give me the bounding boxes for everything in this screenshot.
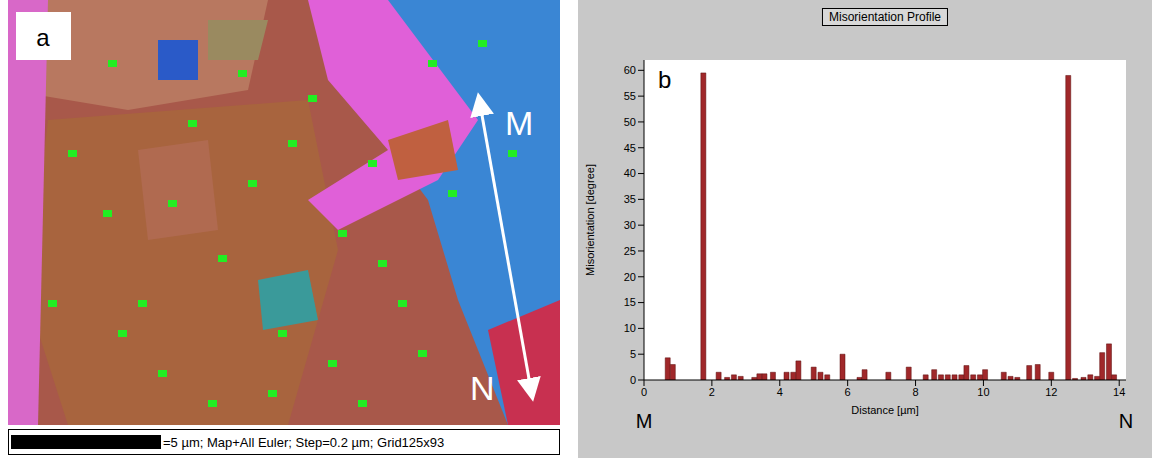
svg-text:a: a xyxy=(36,24,50,51)
svg-text:30: 30 xyxy=(624,219,636,231)
svg-text:6: 6 xyxy=(845,386,851,398)
svg-text:25: 25 xyxy=(624,245,636,257)
svg-text:20: 20 xyxy=(624,271,636,283)
svg-text:M: M xyxy=(505,104,533,142)
svg-text:0: 0 xyxy=(630,374,636,386)
svg-text:35: 35 xyxy=(624,193,636,205)
svg-text:0: 0 xyxy=(641,386,647,398)
svg-text:10: 10 xyxy=(977,386,989,398)
html-text:=5 µm; Map+All Euler; Step=0.2: =5 µm; Map+All Euler; Step=0.2 µm; Grid1… xyxy=(163,434,445,450)
html-text:M: M xyxy=(635,410,653,432)
svg-text:60: 60 xyxy=(624,64,636,76)
svg-text:50: 50 xyxy=(624,116,636,128)
html-text:Misorientation Profile: Misorientation Profile xyxy=(829,10,941,24)
svg-text:15: 15 xyxy=(624,296,636,308)
svg-text:14: 14 xyxy=(1113,386,1125,398)
svg-text:10: 10 xyxy=(624,322,636,334)
svg-text:12: 12 xyxy=(1045,386,1057,398)
svg-text:N: N xyxy=(470,369,495,407)
svg-text:Distance [µm]: Distance [µm] xyxy=(851,404,918,416)
svg-text:55: 55 xyxy=(624,90,636,102)
svg-text:2: 2 xyxy=(709,386,715,398)
svg-text:4: 4 xyxy=(777,386,783,398)
svg-text:5: 5 xyxy=(630,348,636,360)
svg-text:8: 8 xyxy=(912,386,918,398)
svg-text:40: 40 xyxy=(624,167,636,179)
html-text:b: b xyxy=(658,66,672,93)
html-text:N: N xyxy=(1118,410,1134,432)
svg-text:Misorientation [degree]: Misorientation [degree] xyxy=(584,164,596,276)
svg-text:45: 45 xyxy=(624,142,636,154)
